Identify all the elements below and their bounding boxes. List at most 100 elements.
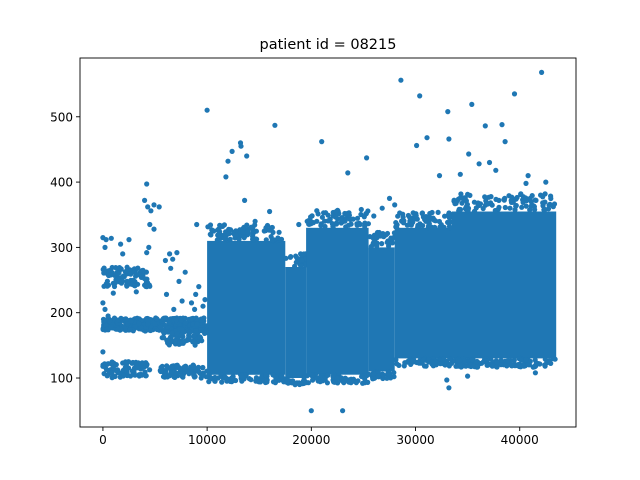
- region-fringe-point: [442, 213, 448, 219]
- region-fringe-point: [290, 378, 296, 384]
- band-point: [163, 329, 169, 335]
- data-point: [358, 206, 364, 213]
- region-fringe-point: [250, 237, 256, 243]
- data-point: [272, 122, 278, 128]
- region-fringe-point: [298, 263, 304, 269]
- data-point: [414, 142, 420, 149]
- data-point: [117, 276, 123, 282]
- band-point: [135, 265, 141, 271]
- region-fringe-point: [495, 206, 501, 212]
- band-point: [145, 321, 151, 327]
- band-point: [143, 373, 149, 379]
- data-point: [242, 197, 248, 203]
- region-fringe-point: [420, 223, 426, 229]
- data-point: [192, 306, 198, 312]
- region-fringe-point: [502, 204, 508, 211]
- region-fringe-point: [272, 380, 278, 386]
- data-point: [364, 155, 370, 161]
- region-fringe-point: [419, 210, 425, 217]
- region-fringe-point: [432, 359, 438, 365]
- region-fringe-point: [408, 222, 414, 228]
- data-point: [523, 180, 529, 186]
- band-point: [127, 373, 134, 379]
- region-fringe-point: [374, 243, 380, 249]
- data-point: [223, 174, 229, 180]
- band-point: [124, 264, 130, 270]
- region-fringe-point: [386, 372, 393, 378]
- band-point: [136, 320, 142, 327]
- region-fringe-point: [329, 221, 335, 227]
- data-point: [142, 197, 148, 203]
- region-fringe-point: [383, 232, 389, 238]
- region-fringe-point: [248, 377, 254, 383]
- data-point: [162, 257, 168, 264]
- data-point: [267, 208, 273, 215]
- data-point: [296, 221, 302, 228]
- data-point: [145, 204, 151, 210]
- band-point: [181, 364, 187, 370]
- region-fringe-point: [365, 379, 371, 385]
- data-point: [146, 244, 152, 250]
- data-point: [469, 101, 475, 107]
- region-fringe-point: [353, 380, 359, 386]
- region-fringe-point: [384, 239, 390, 245]
- region-fringe-point: [389, 240, 396, 246]
- data-point: [156, 204, 162, 210]
- region-fringe-point: [244, 229, 251, 235]
- region-fringe-point: [221, 235, 227, 241]
- region-fringe-point: [415, 224, 421, 230]
- region-fringe-point: [236, 236, 242, 242]
- band-point: [134, 365, 141, 371]
- region-fringe-point: [269, 237, 275, 243]
- region-fringe-point: [393, 220, 399, 226]
- region-fringe-point: [482, 194, 488, 200]
- region-fringe-point: [488, 194, 494, 200]
- data-point: [144, 284, 150, 290]
- band-point: [123, 268, 129, 274]
- data-point: [502, 139, 508, 145]
- band-point: [169, 364, 175, 370]
- band-point: [147, 367, 153, 373]
- band-point: [173, 317, 179, 323]
- region-fringe-point: [324, 380, 330, 386]
- region-fringe-point: [531, 204, 538, 210]
- band-point: [194, 321, 200, 327]
- dense-region-5: [452, 211, 557, 359]
- band-point: [190, 321, 196, 327]
- data-point: [207, 231, 213, 237]
- band-point: [117, 374, 123, 380]
- band-point: [199, 317, 205, 323]
- x-tick-label: 20000: [292, 433, 330, 447]
- band-point: [179, 373, 185, 379]
- region-fringe-point: [404, 222, 410, 228]
- band-point: [191, 372, 197, 378]
- region-fringe-point: [542, 206, 548, 213]
- band-point: [164, 363, 170, 369]
- region-fringe-point: [494, 360, 500, 366]
- region-fringe-point: [428, 359, 435, 365]
- region-fringe-point: [227, 227, 234, 233]
- region-fringe-point: [261, 228, 267, 234]
- region-fringe-point: [484, 201, 490, 207]
- region-fringe-point: [505, 358, 511, 364]
- band-point: [101, 318, 107, 324]
- band-point: [158, 368, 164, 375]
- band-point: [114, 368, 120, 374]
- region-fringe-point: [407, 214, 413, 220]
- plot-frame: [79, 57, 577, 428]
- data-point: [284, 378, 290, 384]
- dense-region-4: [394, 227, 452, 359]
- region-fringe-point: [380, 372, 386, 378]
- region-fringe-point: [268, 225, 274, 231]
- region-fringe-point: [461, 358, 467, 364]
- band-point: [132, 372, 138, 378]
- region-fringe-point: [548, 193, 554, 199]
- data-point: [110, 290, 116, 296]
- region-fringe-point: [275, 235, 281, 241]
- region-fringe-point: [447, 225, 453, 231]
- band-point: [116, 265, 123, 271]
- region-fringe-point: [375, 373, 381, 379]
- band-point: [109, 370, 115, 376]
- band-point: [179, 338, 185, 344]
